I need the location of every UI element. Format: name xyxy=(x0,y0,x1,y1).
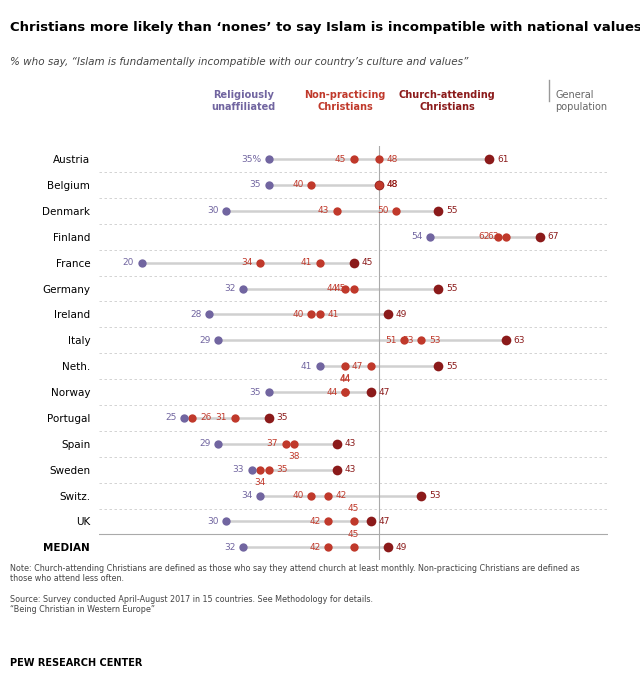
Text: % who say, “Islam is fundamentally incompatible with our country’s culture and v: % who say, “Islam is fundamentally incom… xyxy=(10,57,468,67)
Text: Religiously
unaffiliated: Religiously unaffiliated xyxy=(211,90,275,112)
Text: 30: 30 xyxy=(207,207,219,215)
Text: 34: 34 xyxy=(255,478,266,487)
Text: 44: 44 xyxy=(339,374,351,383)
Text: Note: Church-attending Christians are defined as those who say they attend churc: Note: Church-attending Christians are de… xyxy=(10,564,579,583)
Text: 45: 45 xyxy=(348,504,359,513)
Text: 40: 40 xyxy=(292,310,303,319)
Text: 44: 44 xyxy=(326,388,337,397)
Text: 41: 41 xyxy=(327,310,339,319)
Text: 35: 35 xyxy=(250,388,261,397)
Text: 50: 50 xyxy=(377,207,388,215)
Text: 35: 35 xyxy=(276,465,288,474)
Text: 63: 63 xyxy=(514,335,525,345)
Text: 63: 63 xyxy=(487,232,499,242)
Text: 45: 45 xyxy=(335,284,346,293)
Text: Church-attending
Christians: Church-attending Christians xyxy=(399,90,495,112)
Text: 29: 29 xyxy=(199,335,211,345)
Text: 55: 55 xyxy=(446,362,458,371)
Text: PEW RESEARCH CENTER: PEW RESEARCH CENTER xyxy=(10,658,142,667)
Text: 25: 25 xyxy=(165,413,177,422)
Text: 42: 42 xyxy=(309,517,321,526)
Text: 40: 40 xyxy=(292,180,303,189)
Text: 35: 35 xyxy=(276,413,288,422)
Text: 43: 43 xyxy=(344,439,356,448)
Text: 54: 54 xyxy=(411,232,422,242)
Text: 35: 35 xyxy=(250,180,261,189)
Text: 47: 47 xyxy=(378,388,390,397)
Text: 49: 49 xyxy=(395,543,406,552)
Text: 40: 40 xyxy=(292,491,303,500)
Text: 41: 41 xyxy=(301,362,312,371)
Text: 28: 28 xyxy=(191,310,202,319)
Text: 61: 61 xyxy=(497,155,508,164)
Text: 49: 49 xyxy=(395,310,406,319)
Text: 55: 55 xyxy=(446,284,458,293)
Text: 20: 20 xyxy=(123,258,134,267)
Text: 42: 42 xyxy=(336,491,347,500)
Text: 43: 43 xyxy=(317,207,329,215)
Text: 48: 48 xyxy=(387,180,398,189)
Text: 53: 53 xyxy=(429,335,440,345)
Text: General
population: General population xyxy=(555,90,607,112)
Text: 35%: 35% xyxy=(241,155,261,164)
Text: 47: 47 xyxy=(378,517,390,526)
Text: 53: 53 xyxy=(429,491,440,500)
Text: 48: 48 xyxy=(387,180,398,189)
Text: 45: 45 xyxy=(348,530,359,539)
Text: Source: Survey conducted April-August 2017 in 15 countries. See Methodology for : Source: Survey conducted April-August 20… xyxy=(10,595,372,615)
Text: 43: 43 xyxy=(344,465,356,474)
Text: 47: 47 xyxy=(351,362,363,371)
Text: 31: 31 xyxy=(216,413,227,422)
Text: 38: 38 xyxy=(289,452,300,461)
Text: 30: 30 xyxy=(207,517,219,526)
Text: 44: 44 xyxy=(339,374,351,383)
Text: 26: 26 xyxy=(200,413,211,422)
Text: 67: 67 xyxy=(548,232,559,242)
Text: 34: 34 xyxy=(241,491,253,500)
Text: 44: 44 xyxy=(326,284,337,293)
Text: 41: 41 xyxy=(301,258,312,267)
Text: 62: 62 xyxy=(479,232,490,242)
Text: 45: 45 xyxy=(361,258,372,267)
Text: 32: 32 xyxy=(225,284,236,293)
Text: 34: 34 xyxy=(241,258,253,267)
Text: 37: 37 xyxy=(267,439,278,448)
Text: 45: 45 xyxy=(335,155,346,164)
Text: Christians more likely than ‘nones’ to say Islam is incompatible with national v: Christians more likely than ‘nones’ to s… xyxy=(10,21,640,34)
Text: Non-practicing
Christians: Non-practicing Christians xyxy=(305,90,386,112)
Text: 55: 55 xyxy=(446,207,458,215)
Text: 53: 53 xyxy=(403,335,414,345)
Text: 32: 32 xyxy=(225,543,236,552)
Text: 33: 33 xyxy=(233,465,244,474)
Text: 29: 29 xyxy=(199,439,211,448)
Text: 48: 48 xyxy=(387,155,398,164)
Text: 51: 51 xyxy=(385,335,397,345)
Text: 42: 42 xyxy=(309,543,321,552)
